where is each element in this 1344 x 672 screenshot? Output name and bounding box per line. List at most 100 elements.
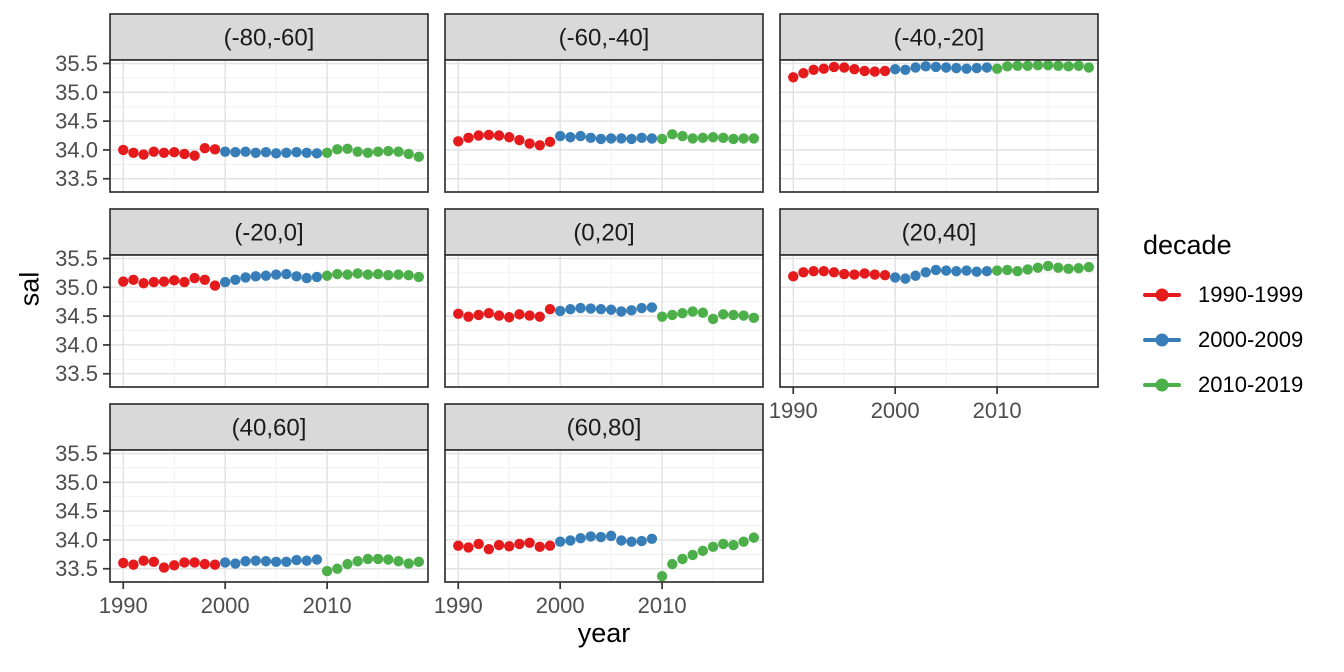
data-point — [748, 133, 760, 144]
data-point — [534, 311, 545, 322]
data-point — [209, 280, 221, 291]
data-point — [656, 133, 668, 145]
data-point — [920, 267, 931, 278]
data-point — [575, 302, 586, 314]
facet-strip-label: (-40,-20] — [894, 25, 985, 52]
data-point — [585, 303, 596, 314]
data-point — [1063, 263, 1074, 275]
data-point — [718, 132, 729, 144]
facet: (60,80] 1990 2000 2010 — [434, 403, 764, 618]
data-point — [260, 147, 272, 158]
y-tick-label: 35.5 — [55, 246, 98, 271]
data-point — [260, 556, 272, 567]
facet-strip-label: (-20,0] — [234, 220, 303, 247]
data-point — [636, 535, 647, 547]
data-point — [352, 146, 363, 157]
data-point — [728, 539, 739, 551]
data-point — [839, 268, 850, 280]
y-axis-title: sal — [14, 271, 45, 307]
data-point — [372, 553, 384, 565]
data-point — [616, 133, 627, 144]
data-point — [646, 533, 658, 544]
data-point — [209, 144, 221, 155]
y-tick-label: 35.0 — [55, 470, 98, 495]
data-point — [240, 272, 251, 283]
data-point — [493, 130, 505, 141]
data-point — [199, 142, 210, 154]
y-tick-label: 34.0 — [55, 332, 98, 357]
data-point — [951, 62, 962, 74]
data-point — [352, 268, 363, 279]
data-point — [788, 72, 799, 83]
data-point — [728, 309, 739, 321]
data-point — [352, 556, 363, 567]
data-point — [667, 309, 678, 321]
data-point — [646, 302, 658, 313]
data-point — [707, 132, 719, 143]
data-point — [219, 276, 231, 288]
data-point — [230, 274, 241, 285]
data-point — [514, 134, 525, 146]
data-point — [138, 149, 149, 160]
y-tick-label: 34.5 — [55, 304, 98, 329]
x-tick-label: 2010 — [638, 593, 687, 618]
data-point — [595, 531, 607, 543]
facet: (-60,-40] — [444, 13, 764, 193]
data-point — [1012, 60, 1023, 71]
data-point — [677, 130, 688, 142]
y-tick-label: 35.5 — [55, 51, 98, 76]
data-point — [281, 556, 292, 568]
data-point — [483, 308, 495, 319]
panel-background — [445, 60, 763, 192]
data-point — [473, 538, 484, 550]
data-point — [575, 532, 586, 544]
data-point — [291, 147, 302, 158]
data-point — [403, 269, 414, 281]
data-point — [362, 553, 374, 565]
data-point — [453, 136, 464, 147]
legend-item: 1990-1999 — [1143, 282, 1303, 307]
data-point — [869, 269, 880, 280]
data-point — [504, 132, 515, 143]
data-point — [1002, 264, 1013, 276]
x-tick-label: 1990 — [769, 398, 818, 423]
data-point — [1053, 60, 1064, 71]
data-point — [250, 147, 261, 159]
data-point — [1002, 61, 1013, 72]
data-point — [910, 62, 921, 73]
legend-key-dot — [1155, 378, 1169, 391]
data-point — [260, 270, 272, 281]
facet-strip-label: (40,60] — [232, 415, 307, 442]
data-point — [473, 309, 484, 321]
data-point — [413, 151, 425, 163]
data-point — [281, 268, 292, 280]
data-point — [169, 147, 180, 158]
facet-strip — [444, 208, 764, 256]
data-point — [534, 541, 545, 553]
data-point — [667, 558, 678, 570]
data-point — [951, 265, 962, 277]
data-point — [534, 140, 545, 151]
legend-item-label: 2000-2009 — [1198, 326, 1304, 352]
data-point — [961, 63, 972, 74]
data-point — [1042, 59, 1054, 71]
data-point — [940, 62, 952, 73]
x-tick-label: 2000 — [536, 593, 585, 618]
data-point — [270, 556, 282, 568]
legend-key-icon — [1143, 372, 1181, 397]
panel-background — [110, 60, 428, 192]
panel-border — [444, 59, 764, 193]
data-point — [169, 560, 180, 571]
data-point — [413, 271, 425, 283]
data-point — [839, 62, 850, 73]
data-point — [697, 132, 709, 144]
data-point — [321, 270, 333, 281]
data-point — [372, 268, 384, 280]
data-point — [1073, 60, 1084, 71]
data-point — [393, 269, 404, 280]
data-point — [504, 312, 515, 323]
data-point — [301, 555, 312, 566]
data-point — [798, 68, 809, 79]
data-point — [148, 146, 160, 157]
